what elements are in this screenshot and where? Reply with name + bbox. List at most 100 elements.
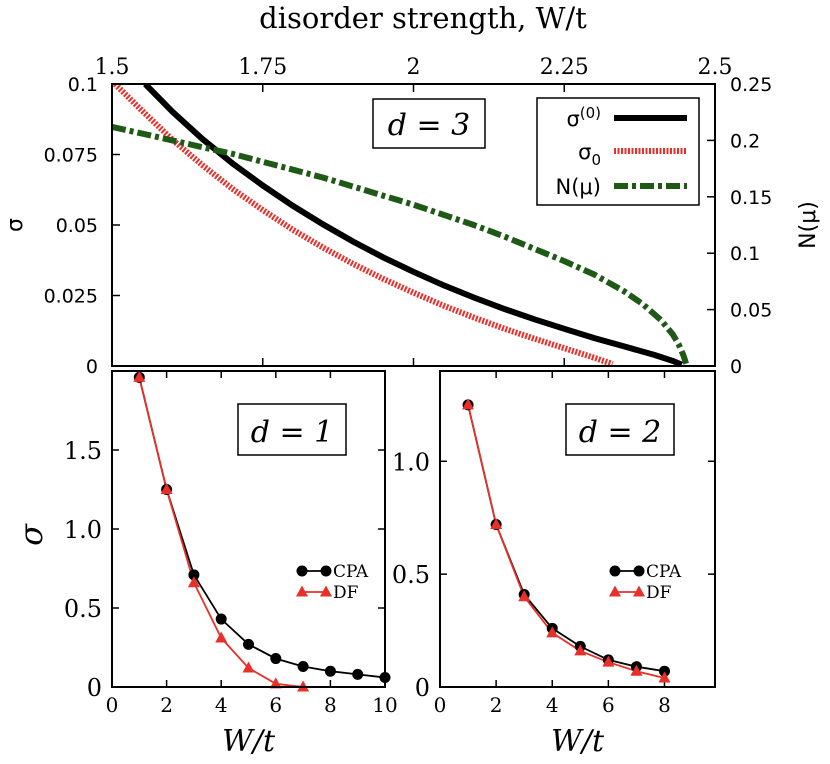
annotation-box	[237, 403, 347, 456]
data-point	[602, 655, 615, 667]
x-axis-title: W/t	[551, 724, 605, 759]
data-point	[270, 653, 282, 665]
y-right-tick-label: 0	[730, 356, 742, 378]
y-tick-label: 1.0	[64, 516, 102, 544]
x-tick-label: 0	[106, 693, 119, 717]
legend-marker	[609, 565, 621, 577]
x-tick-label: 8	[324, 693, 337, 717]
y-tick-label: 0.1	[68, 74, 98, 96]
legend-marker	[633, 585, 645, 597]
x-tick-label: 2.25	[540, 55, 589, 80]
y-right-tick-label: 0.05	[730, 300, 772, 322]
data-point	[658, 665, 670, 677]
data-point	[518, 590, 531, 602]
y-right-tick-label: 0.1	[730, 243, 760, 265]
data-point	[630, 664, 643, 676]
y-right-tick-label: 0.2	[730, 130, 760, 152]
x-axis-title: disorder strength, W/t	[259, 1, 587, 35]
data-point	[160, 483, 173, 494]
top-chart: 1.5 1.75 2 2.25 2.5 0 0.025 0.05 0.075 0.1 0 0.05 0.…	[3, 1, 821, 378]
series-line	[112, 123, 689, 365]
x-tick-label: 4	[215, 693, 228, 717]
data-point	[658, 671, 671, 683]
x-tick-label: 2.5	[698, 55, 733, 80]
annotation-box	[372, 98, 486, 149]
legend-label: DF	[646, 583, 672, 603]
legend-label: σ0	[578, 140, 601, 169]
x-tick-label: 2	[490, 693, 503, 717]
y-tick-label: 0.5	[392, 561, 430, 589]
data-point	[187, 576, 200, 588]
y-right-tick-label: 0.15	[730, 187, 772, 209]
x-tick-label: 10	[372, 693, 397, 717]
annotation-label: d = 1	[251, 415, 334, 450]
data-point	[462, 398, 475, 410]
legend-label: CPA	[333, 562, 369, 582]
y-tick-label: 0.025	[44, 286, 98, 308]
x-tick-label: 1.75	[238, 55, 287, 80]
top-frame	[111, 83, 716, 367]
x-axis-title: W/t	[222, 724, 276, 759]
x-tick-label: 6	[602, 693, 615, 717]
legend-label-sup: (0)	[580, 104, 601, 122]
d1-frame	[111, 370, 386, 688]
y-tick-label: 0.075	[44, 145, 98, 167]
data-point	[215, 613, 227, 625]
series-line	[112, 84, 614, 366]
legend-label: N(μ)	[556, 175, 601, 199]
legend-marker	[296, 585, 308, 597]
y-tick-label: 1.5	[64, 437, 102, 465]
legend-marker	[609, 585, 621, 597]
legend-marker	[633, 565, 645, 577]
x-tick-label: 4	[546, 693, 559, 717]
y-right-tick-label: 0.25	[730, 74, 772, 96]
d2-frame	[439, 370, 716, 688]
annotation-label: d = 3	[388, 108, 471, 143]
y-tick-label: 0	[86, 356, 98, 378]
legend-label: DF	[333, 583, 359, 603]
x-tick-label: 8	[658, 693, 671, 717]
legend-label-sub: 0	[591, 151, 601, 169]
x-tick-label: 6	[269, 693, 282, 717]
legend-marker	[320, 565, 332, 577]
annotation-box	[565, 403, 675, 456]
data-point	[574, 644, 587, 656]
data-point	[215, 631, 228, 643]
y-axis-title: σ	[12, 523, 50, 546]
legend-label-base: N(μ)	[556, 175, 601, 199]
series-line	[467, 404, 665, 679]
x-tick-label: 2	[407, 55, 421, 80]
data-point	[352, 668, 364, 680]
annotation-label: d = 2	[579, 415, 662, 450]
series-line	[143, 84, 683, 366]
legend-label: CPA	[646, 562, 682, 582]
legend-label: σ(0)	[566, 104, 601, 131]
legend-label-base: σ	[566, 107, 579, 131]
data-point	[133, 370, 146, 382]
legend-marker	[320, 585, 332, 597]
y-tick-label: 1.0	[392, 448, 430, 476]
x-tick-label: 0	[434, 693, 447, 717]
x-tick-label: 1.5	[95, 55, 130, 80]
data-point	[243, 638, 254, 650]
series-line	[138, 377, 386, 679]
data-point	[269, 677, 282, 689]
y-tick-label: 0.05	[56, 215, 98, 237]
data-point	[297, 660, 309, 672]
legend-marker	[296, 565, 308, 577]
data-point	[324, 665, 336, 677]
data-point	[490, 517, 503, 529]
y-axis-title: σ	[3, 218, 28, 232]
y-tick-label: 0	[87, 674, 102, 702]
legend-label-base: σ	[578, 140, 591, 164]
y-tick-label: 0.5	[64, 595, 102, 623]
data-point	[242, 661, 255, 673]
x-tick-label: 2	[160, 693, 173, 717]
y-right-axis-title: N(μ)	[796, 201, 821, 249]
y-tick-label: 0	[415, 674, 430, 702]
data-point	[546, 626, 559, 638]
data-point	[188, 569, 200, 581]
